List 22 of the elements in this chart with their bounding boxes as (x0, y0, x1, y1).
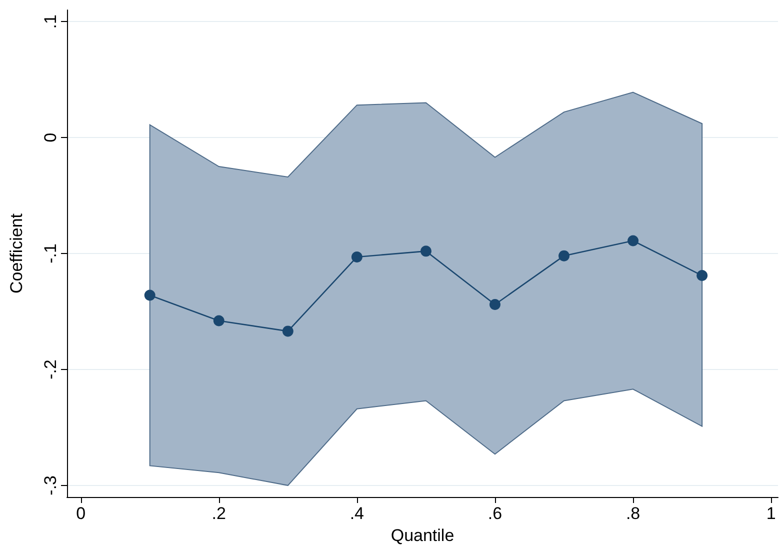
x-tick-label: .2 (212, 504, 226, 523)
point (489, 299, 500, 310)
point (420, 246, 432, 257)
point (696, 270, 708, 282)
point (558, 250, 570, 262)
x-tick-label: .4 (350, 504, 364, 523)
y-tick-label: -.1 (41, 244, 60, 264)
point (282, 326, 294, 337)
y-tick-label: .1 (41, 14, 60, 29)
x-tick-label: .6 (488, 504, 502, 523)
point (351, 251, 362, 262)
point (628, 235, 639, 246)
y-tick-label: -.3 (41, 475, 60, 496)
point (213, 315, 224, 326)
x-tick-label: 0 (76, 504, 86, 523)
point (144, 290, 156, 301)
x-tick-label: 1 (766, 504, 776, 523)
x-axis-title: Quantile (390, 526, 454, 545)
y-axis-title: Coefficient (7, 213, 26, 294)
x-tick-label: .8 (626, 504, 640, 523)
y-tick-label: 0 (41, 132, 60, 142)
y-tick-label: -.2 (41, 360, 60, 380)
